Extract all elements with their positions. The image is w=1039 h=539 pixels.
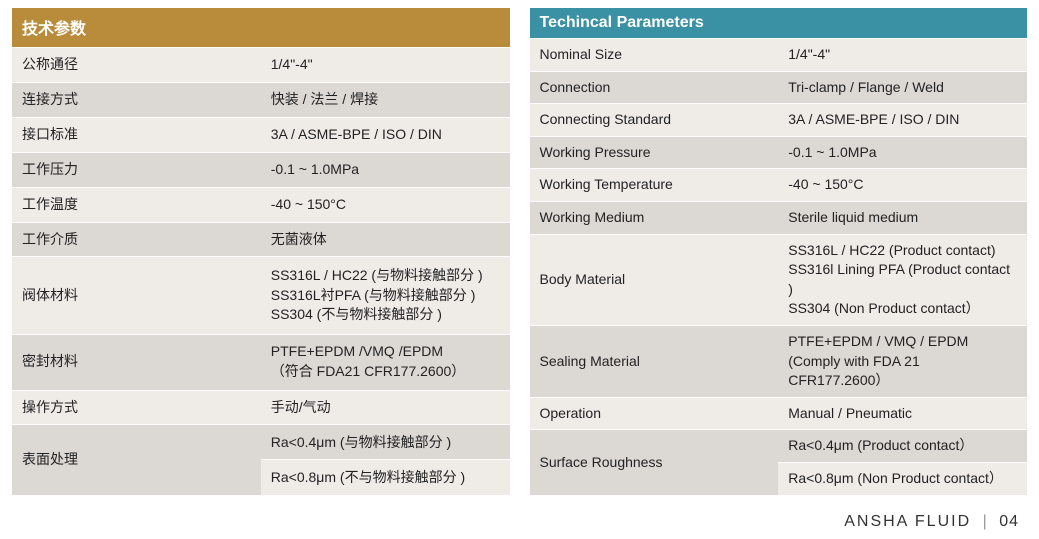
table-row: Body MaterialSS316L / HC22 (Product cont… — [530, 234, 1028, 325]
left-table-title: 技术参数 — [12, 8, 510, 47]
right-row-label: Connecting Standard — [530, 104, 779, 137]
left-row-value: 1/4"-4" — [261, 47, 510, 82]
right-row-value: -40 ~ 150°C — [778, 169, 1027, 202]
left-row-label: 表面处理 — [12, 425, 261, 495]
left-row-label: 接口标准 — [12, 117, 261, 152]
left-row-label: 阀体材料 — [12, 257, 261, 334]
right-row-label: Operation — [530, 397, 779, 430]
right-row-value: Ra<0.8μm (Non Product contact） — [778, 462, 1027, 494]
table-row: Surface RoughnessRa<0.4μm (Product conta… — [530, 430, 1028, 463]
left-row-value: 3A / ASME-BPE / ISO / DIN — [261, 117, 510, 152]
footer-page: 04 — [999, 513, 1019, 530]
left-row-value: 手动/气动 — [261, 390, 510, 425]
right-row-value: 1/4"-4" — [778, 39, 1027, 72]
table-row: Connecting Standard3A / ASME-BPE / ISO /… — [530, 104, 1028, 137]
right-table: Techincal ParametersNominal Size1/4"-4"C… — [530, 8, 1028, 495]
right-row-value: Ra<0.4μm (Product contact） — [778, 430, 1027, 463]
left-row-label: 密封材料 — [12, 334, 261, 390]
table-row: Working Pressure-0.1 ~ 1.0MPa — [530, 136, 1028, 169]
left-row-value: -0.1 ~ 1.0MPa — [261, 152, 510, 187]
left-row-label: 连接方式 — [12, 82, 261, 117]
left-row-label: 公称通径 — [12, 47, 261, 82]
right-table-title: Techincal Parameters — [530, 8, 1028, 39]
left-row-label: 工作压力 — [12, 152, 261, 187]
footer-sep: | — [983, 513, 988, 530]
table-row: Nominal Size1/4"-4" — [530, 39, 1028, 72]
right-row-value: PTFE+EPDM / VMQ / EPDM(Comply with FDA 2… — [778, 325, 1027, 397]
table-row: 工作压力-0.1 ~ 1.0MPa — [12, 152, 510, 187]
table-row: ConnectionTri-clamp / Flange / Weld — [530, 71, 1028, 104]
right-row-label: Connection — [530, 71, 779, 104]
table-row: OperationManual / Pneumatic — [530, 397, 1028, 430]
right-row-value: SS316L / HC22 (Product contact)SS316l Li… — [778, 234, 1027, 325]
footer: ANSHA FLUID | 04 — [12, 513, 1027, 531]
table-row: 接口标准3A / ASME-BPE / ISO / DIN — [12, 117, 510, 152]
table-row: 工作介质无菌液体 — [12, 222, 510, 257]
footer-brand: ANSHA FLUID — [844, 513, 971, 530]
table-row: 操作方式手动/气动 — [12, 390, 510, 425]
left-row-value: Ra<0.8μm (不与物料接触部分 ) — [261, 460, 510, 495]
left-row-value: PTFE+EPDM /VMQ /EPDM（符合 FDA21 CFR177.260… — [261, 334, 510, 390]
left-row-value: -40 ~ 150°C — [261, 187, 510, 222]
right-row-value: Tri-clamp / Flange / Weld — [778, 71, 1027, 104]
right-row-label: Nominal Size — [530, 39, 779, 72]
left-row-label: 工作温度 — [12, 187, 261, 222]
right-row-value: 3A / ASME-BPE / ISO / DIN — [778, 104, 1027, 137]
right-row-value: Sterile liquid medium — [778, 201, 1027, 234]
left-row-value: 无菌液体 — [261, 222, 510, 257]
table-row: Working Temperature-40 ~ 150°C — [530, 169, 1028, 202]
tables-container: 技术参数公称通径1/4"-4"连接方式快装 / 法兰 / 焊接接口标准3A / … — [12, 8, 1027, 495]
right-row-label: Sealing Material — [530, 325, 779, 397]
left-row-value: 快装 / 法兰 / 焊接 — [261, 82, 510, 117]
table-row: 工作温度-40 ~ 150°C — [12, 187, 510, 222]
right-row-label: Working Pressure — [530, 136, 779, 169]
table-row: 公称通径1/4"-4" — [12, 47, 510, 82]
left-table: 技术参数公称通径1/4"-4"连接方式快装 / 法兰 / 焊接接口标准3A / … — [12, 8, 510, 495]
right-row-label: Body Material — [530, 234, 779, 325]
table-row: Working MediumSterile liquid medium — [530, 201, 1028, 234]
table-row: 表面处理Ra<0.4μm (与物料接触部分 ) — [12, 425, 510, 460]
left-row-label: 操作方式 — [12, 390, 261, 425]
table-row: 连接方式快装 / 法兰 / 焊接 — [12, 82, 510, 117]
table-row: 阀体材料SS316L / HC22 (与物料接触部分 )SS316L衬PFA (… — [12, 257, 510, 334]
left-row-value: SS316L / HC22 (与物料接触部分 )SS316L衬PFA (与物料接… — [261, 257, 510, 334]
right-row-value: Manual / Pneumatic — [778, 397, 1027, 430]
left-row-value: Ra<0.4μm (与物料接触部分 ) — [261, 425, 510, 460]
left-row-label: 工作介质 — [12, 222, 261, 257]
table-row: Sealing MaterialPTFE+EPDM / VMQ / EPDM(C… — [530, 325, 1028, 397]
right-row-label: Working Medium — [530, 201, 779, 234]
right-row-label: Working Temperature — [530, 169, 779, 202]
right-row-value: -0.1 ~ 1.0MPa — [778, 136, 1027, 169]
table-row: 密封材料PTFE+EPDM /VMQ /EPDM（符合 FDA21 CFR177… — [12, 334, 510, 390]
right-row-label: Surface Roughness — [530, 430, 779, 495]
